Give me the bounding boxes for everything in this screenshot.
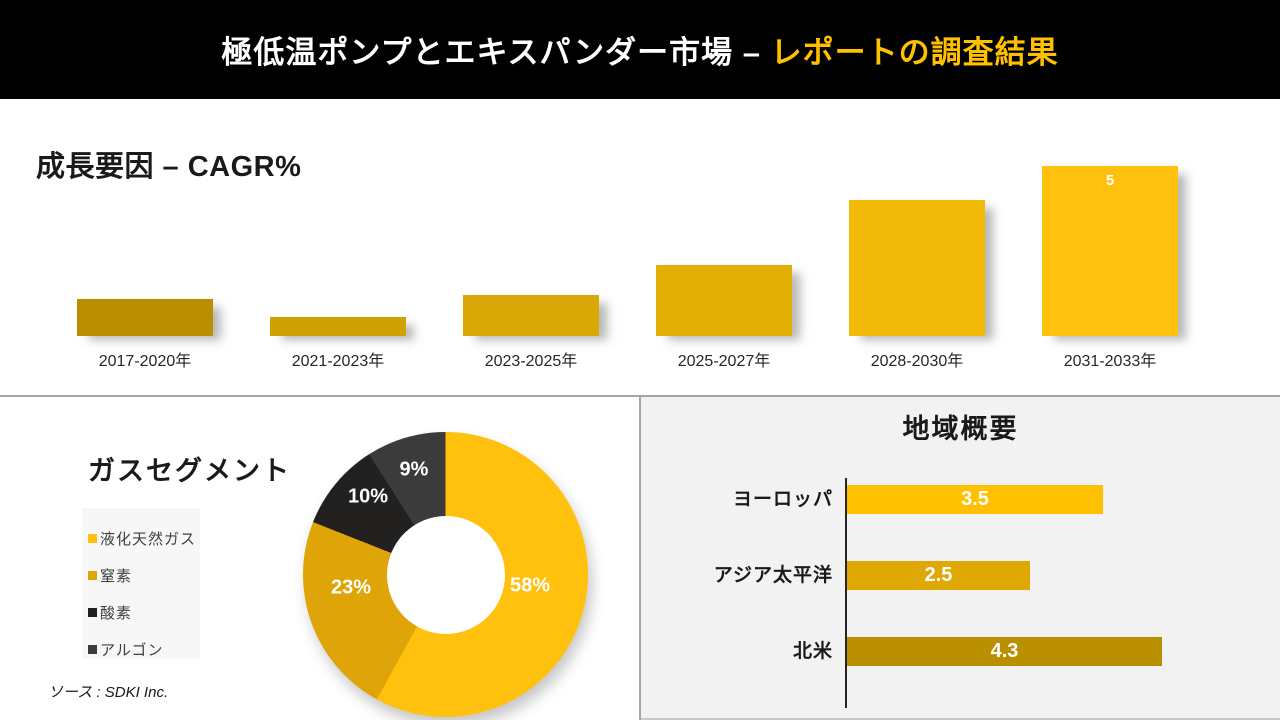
legend-marker-icon [88,534,97,543]
legend-label: 酸素 [100,605,133,622]
region-bar: 2.5 [847,561,1030,590]
legend-item: 酸素 [88,594,200,631]
donut-percent-label: 58% [509,574,551,597]
header-banner: 極低温ポンプとエキスパンダー市場 – レポートの調査結果 [0,0,1280,99]
legend-marker-icon [88,608,97,617]
gas-donut-chart [303,432,588,717]
cagr-bar [463,295,599,336]
region-category-label: アジア太平洋 [713,565,833,586]
region-panel: 地域概要 ヨーロッパ 3.5 アジア太平洋 2.5 北米 4.3 [641,397,1280,720]
cagr-bar [656,265,792,336]
cagr-bar: 5 [1042,166,1178,336]
legend-item: 窒素 [88,557,200,594]
cagr-bar [849,200,985,336]
region-axis-line [845,478,847,708]
cagr-category-label: 2023-2025年 [484,353,578,370]
cagr-category-label: 2028-2030年 [870,353,964,370]
donut-percent-label: 23% [330,576,372,599]
cagr-category-label: 2031-2033年 [1063,353,1157,370]
legend-item: アルゴン [88,631,200,668]
region-category-label: 北米 [792,641,833,662]
legend-label: アルゴン [100,642,164,659]
gas-chart-title: ガスセグメント [88,456,291,486]
cagr-category-label: 2017-2020年 [98,353,192,370]
legend-label: 液化天然ガス [100,531,197,548]
region-chart-title: 地域概要 [902,414,1019,444]
cagr-bar [270,317,406,336]
donut-percent-label: 9% [399,458,429,481]
vertical-divider [639,396,641,720]
header-title-accent: レポートの調査結果 [770,35,1059,70]
region-bar: 4.3 [847,637,1162,666]
region-category-label: ヨーロッパ [732,489,833,510]
donut-hole [386,515,505,634]
cagr-chart-title: 成長要因 – CAGR% [36,151,302,183]
cagr-category-label: 2025-2027年 [677,353,771,370]
source-note: ソース : SDKI Inc. [48,684,169,701]
legend-label: 窒素 [100,568,133,585]
cagr-category-label: 2021-2023年 [291,353,385,370]
gas-legend: 液化天然ガス 窒素酸素アルゴン [82,508,200,659]
cagr-bar-value-label: 5 [1105,172,1115,189]
donut-percent-label: 10% [347,485,389,508]
legend-marker-icon [88,571,97,580]
cagr-bar [77,299,213,336]
legend-marker-icon [88,645,97,654]
region-bar: 3.5 [847,485,1103,514]
legend-item: 液化天然ガス [88,520,200,557]
header-title-main: 極低温ポンプとエキスパンダー市場 – [221,35,771,70]
